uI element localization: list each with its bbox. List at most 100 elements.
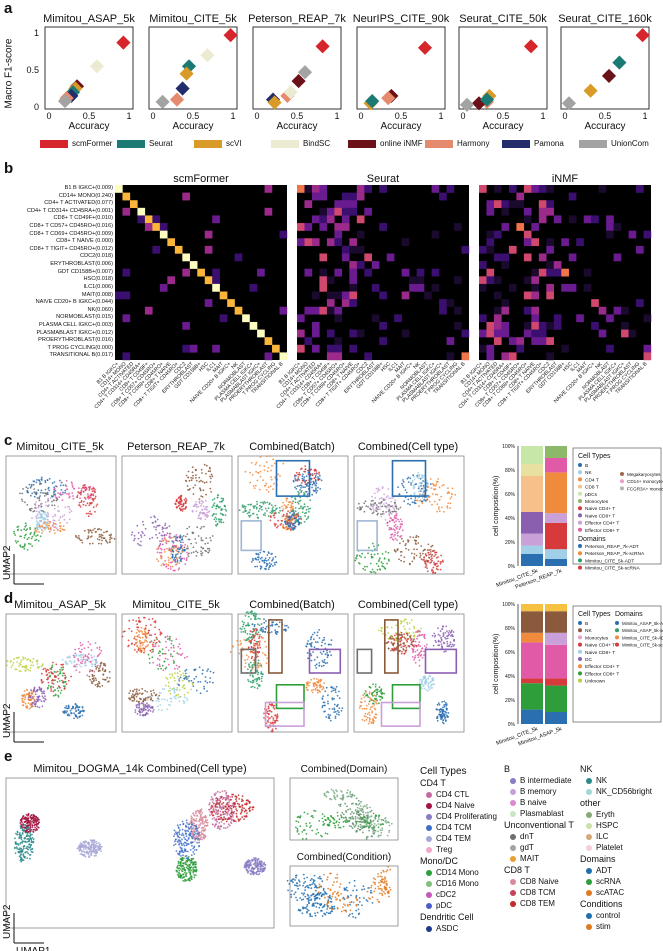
heatmap-cell [546, 321, 554, 330]
legend-dot [510, 844, 516, 851]
heatmap-row-label: TRANSITIONAL B(0.017) [49, 352, 113, 359]
x-tick: 0.5 [187, 111, 200, 121]
scatter-point-scvi [267, 95, 282, 110]
heatmap-cell [431, 268, 440, 277]
heatmap-cell [167, 276, 176, 285]
heatmap-cell [144, 223, 153, 231]
heatmap-cell [598, 185, 607, 193]
legend-item: CD8 TEM [510, 899, 555, 908]
x-tick: 1 [642, 111, 647, 121]
legend-item: UnionCom [579, 139, 649, 148]
heatmap-cell [297, 329, 305, 338]
heatmap-cell [613, 223, 622, 231]
heatmap-cell [606, 344, 614, 353]
bar-segment [545, 685, 567, 712]
heatmap-cell [334, 223, 343, 231]
legend-dot [620, 472, 624, 476]
heatmap-cell [538, 268, 547, 277]
panel-a-legend: scmFormer Seurat scVI BindSC online iNMF Harm… [40, 139, 660, 151]
heatmap-cell [636, 245, 644, 254]
x-tick: 0.5 [395, 111, 408, 121]
heatmap-cell [159, 230, 168, 239]
scatter-title-3: NeurIPS_CITE_90k [353, 13, 450, 25]
heatmap-cell [516, 200, 525, 209]
umap-title: Mimitou_ASAP_5k [14, 599, 106, 611]
legend-dot [510, 900, 516, 907]
umap-title: Combined(Batch) [249, 441, 335, 453]
heatmap-cell [326, 299, 335, 307]
heatmap-row-labels: B1 B IGKC+(0.009) CD14+ MONO(0.240) CD4+ T… [0, 185, 113, 360]
heatmap-cell [516, 192, 525, 201]
bar-segment [545, 712, 567, 724]
umap-d-umap2-label: UMAP2 [2, 703, 13, 738]
legend-dot [620, 479, 624, 484]
legend-item: Platelet [586, 843, 623, 852]
highlight-box [275, 459, 311, 497]
heatmap-cell [182, 268, 190, 277]
heatmap-row-label: ERYTHROBLAST(0.006) [50, 261, 113, 268]
heatmap-cell [501, 352, 510, 361]
bar-ytick: 40% [505, 674, 516, 680]
scatter-title-5: Seurat_CITE_160k [558, 13, 652, 25]
legend-label: CD4 T [585, 477, 599, 483]
legend-label: ADT [596, 866, 612, 875]
heatmap-cell [197, 268, 205, 277]
highlight-box [424, 648, 458, 674]
legend-dot [578, 463, 582, 467]
legend-item: cDC2 [426, 890, 456, 899]
heatmap-cell [531, 306, 540, 315]
heatmap-cell [508, 185, 517, 193]
legend-heading: Cell Types [578, 611, 611, 618]
bar-segment [521, 545, 543, 554]
heatmap-cell [326, 352, 335, 361]
heatmap-cell [531, 223, 540, 231]
umap-title: Mimitou_CITE_5k [132, 599, 220, 611]
heatmap-cell [189, 344, 198, 353]
legend-item: gdT [510, 843, 534, 852]
heatmap-cell [219, 314, 228, 323]
legend-item: Eryth [586, 810, 615, 819]
legend-dot [615, 628, 619, 633]
legend-label: DC [585, 657, 592, 663]
heatmap-cell [122, 352, 131, 361]
umap-c-1-points [13, 476, 116, 551]
legend-label: B memory [520, 787, 557, 796]
heatmap-cell [531, 283, 540, 292]
legend-title: Cell Types [420, 766, 467, 777]
heatmap-cell [364, 253, 372, 262]
bar-segment [545, 678, 567, 686]
heatmap-cell [479, 276, 487, 285]
legend-item: CD8 Naive [510, 877, 559, 886]
heatmap-cell [279, 306, 288, 315]
heatmap-cell [319, 192, 328, 201]
bar-legend-box [572, 605, 662, 723]
heatmap-cell [493, 276, 502, 285]
legend-dot [510, 878, 516, 885]
heatmap-cell [144, 306, 153, 315]
heatmap-cell [553, 321, 562, 330]
heatmap-cell [439, 299, 447, 307]
legend-label: B [585, 463, 588, 469]
heatmap-cell [486, 245, 495, 254]
bar-segment [521, 464, 543, 476]
heatmap-cell [493, 253, 502, 262]
heatmap-cell [523, 230, 532, 239]
umap-c-2-frame [121, 455, 233, 575]
heatmap-cell [486, 352, 495, 361]
scatter-title-1: Mimitou_CITE_5k [149, 13, 237, 25]
heatmap-cell [439, 306, 447, 315]
legend-label: CD8 TEM [520, 899, 555, 908]
heatmap-cell [501, 299, 510, 307]
legend-group-title: Dendritic Cell [420, 912, 474, 922]
heatmap-cell [379, 185, 387, 193]
legend-dot [586, 923, 592, 930]
heatmap-cell [159, 223, 168, 231]
heatmap-cell [204, 230, 213, 239]
heatmap-cell [636, 299, 644, 307]
heatmap-cell [167, 238, 176, 247]
umap-d-3-points [229, 610, 344, 733]
heatmap-cell [264, 207, 273, 216]
heatmap-cell [591, 215, 599, 224]
umap-title: Combined(Cell type) [358, 441, 458, 453]
heatmap-cell [304, 238, 313, 247]
